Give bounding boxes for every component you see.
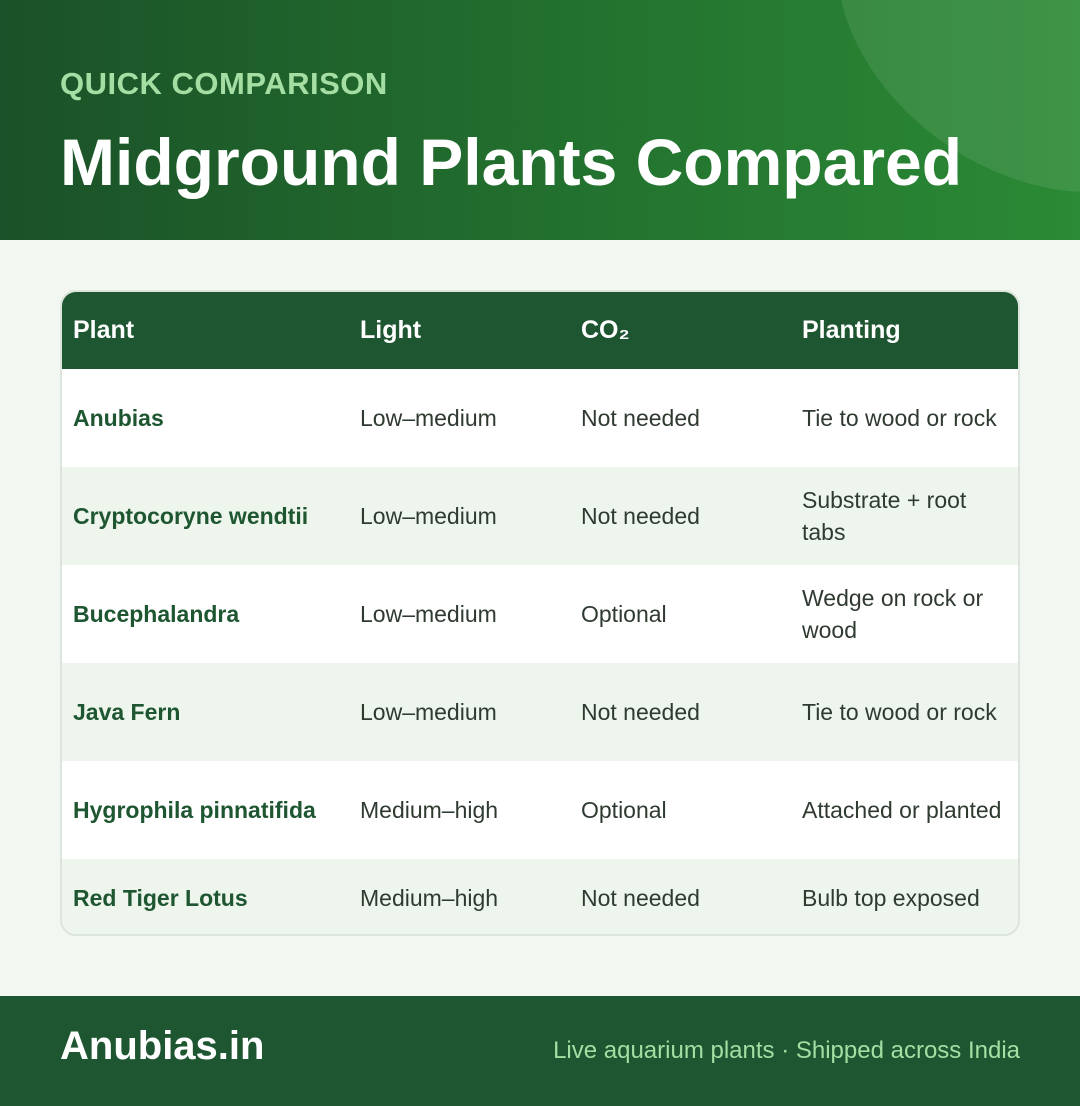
cell-planting: Bulb top exposed — [802, 884, 980, 911]
footer-tagline: Live aquarium plants · Shipped across In… — [553, 1037, 1020, 1064]
comparison-table: Plant Light CO₂ Planting Anubias Low–med… — [60, 290, 1020, 936]
cell-plant: Bucephalandra — [73, 601, 240, 627]
decorative-circle — [771, 0, 1080, 240]
cell-light: Low–medium — [360, 503, 497, 529]
table-row: Cryptocoryne wendtii Low–medium Not need… — [62, 467, 1018, 565]
cell-light: Medium–high — [360, 884, 499, 911]
cell-planting: Substrate + root tabs — [802, 487, 967, 545]
cell-light: Low–medium — [360, 405, 497, 431]
cell-co2: Optional — [581, 797, 667, 823]
footer-bar: Anubias.in Live aquarium plants · Shippe… — [0, 996, 1080, 1106]
cell-planting: Attached or planted — [802, 797, 1002, 823]
table-header-row: Plant Light CO₂ Planting — [62, 292, 1018, 369]
eyebrow-label: QUICK COMPARISON — [60, 66, 388, 101]
cell-co2: Optional — [581, 601, 667, 627]
cell-plant: Anubias — [73, 405, 164, 431]
column-header-planting: Planting — [802, 316, 901, 344]
cell-plant: Hygrophila pinnatifida — [73, 797, 316, 823]
column-header-light: Light — [360, 316, 422, 344]
cell-light: Low–medium — [360, 601, 497, 627]
cell-co2: Not needed — [581, 405, 700, 431]
table-row: Bucephalandra Low–medium Optional Wedge … — [62, 565, 1018, 663]
cell-light: Medium–high — [360, 797, 499, 823]
table-row: Hygrophila pinnatifida Medium–high Optio… — [62, 761, 1018, 859]
cell-co2: Not needed — [581, 699, 700, 725]
cell-planting: Tie to wood or rock — [802, 405, 997, 431]
cell-light: Low–medium — [360, 699, 497, 725]
cell-planting: Tie to wood or rock — [802, 699, 997, 725]
cell-co2: Not needed — [581, 884, 700, 911]
cell-co2: Not needed — [581, 503, 700, 529]
column-header-plant: Plant — [73, 316, 135, 344]
page-title: Midground Plants Compared — [60, 125, 963, 199]
column-header-co2: CO₂ — [581, 316, 630, 344]
cell-plant: Cryptocoryne wendtii — [73, 503, 309, 529]
table-row: Java Fern Low–medium Not needed Tie to w… — [62, 663, 1018, 761]
cell-plant: Red Tiger Lotus — [73, 884, 248, 911]
table-row: Anubias Low–medium Not needed Tie to woo… — [62, 369, 1018, 467]
header-banner: QUICK COMPARISON Midground Plants Compar… — [0, 0, 1080, 240]
cell-plant: Java Fern — [73, 699, 181, 725]
table-row: Red Tiger Lotus Medium–high Not needed B… — [62, 859, 1018, 934]
cell-planting: Wedge on rock or wood — [802, 585, 984, 643]
brand-name: Anubias.in — [60, 1024, 265, 1068]
